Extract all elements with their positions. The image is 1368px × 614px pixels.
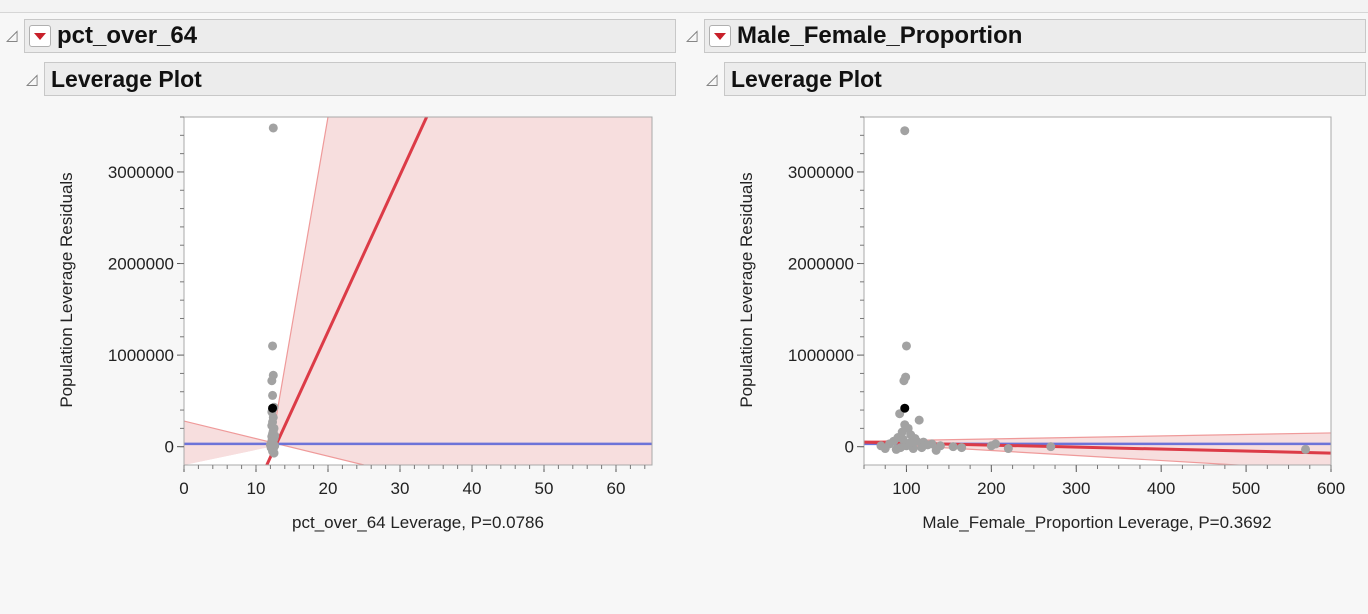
leverage-plot-header: Leverage Plot	[724, 62, 1366, 96]
data-point	[900, 126, 910, 136]
data-point	[898, 434, 908, 444]
y-axis-label: Population Leverage Residuals	[737, 172, 756, 407]
confidence-band	[184, 117, 652, 465]
disclosure-triangle-icon[interactable]: ◿	[6, 27, 18, 44]
y-tick-label: 0	[165, 438, 174, 457]
data-point	[1003, 444, 1013, 454]
panel-title: Male_Female_Proportion	[737, 22, 1023, 49]
data-point	[876, 441, 886, 451]
plot-content	[184, 117, 652, 465]
x-tick-label: 100	[892, 479, 920, 498]
confidence-curve-upper	[270, 117, 329, 447]
y-tick-label: 2000000	[788, 255, 854, 274]
data-point	[931, 445, 941, 455]
data-point	[270, 431, 280, 441]
x-axis-label: pct_over_64 Leverage, P=0.0786	[292, 513, 544, 532]
fit-line	[265, 117, 429, 465]
data-point	[914, 415, 924, 425]
data-point	[265, 440, 275, 450]
data-point	[991, 439, 1001, 449]
y-tick-label: 3000000	[108, 163, 174, 182]
data-point	[1046, 442, 1056, 452]
x-tick-label: 30	[391, 479, 410, 498]
x-tick-label: 500	[1232, 479, 1260, 498]
x-tick-label: 50	[535, 479, 554, 498]
data-point	[899, 376, 909, 386]
x-tick-label: 600	[1317, 479, 1345, 498]
plot-frame	[183, 116, 653, 466]
plot-content	[864, 126, 1331, 465]
y-tick-label: 3000000	[788, 163, 854, 182]
y-tick-label: 1000000	[108, 346, 174, 365]
data-point	[1301, 444, 1311, 454]
x-tick-label: 20	[319, 479, 338, 498]
data-point	[917, 443, 927, 453]
data-point	[268, 123, 278, 133]
data-point	[268, 390, 278, 400]
data-point	[912, 436, 922, 446]
disclosure-triangle-icon[interactable]: ◿	[26, 71, 38, 88]
x-tick-label: 60	[607, 479, 626, 498]
y-tick-label: 1000000	[788, 346, 854, 365]
x-tick-label: 200	[977, 479, 1005, 498]
plot-area	[864, 117, 1331, 465]
y-tick-label: 2000000	[108, 255, 174, 274]
highlighted-point	[900, 403, 910, 413]
disclosure-triangle-icon[interactable]: ◿	[706, 71, 718, 88]
leverage-plot-header: Leverage Plot	[44, 62, 676, 96]
data-point	[948, 442, 958, 452]
subpanel-title: Leverage Plot	[51, 65, 202, 92]
highlighted-point	[268, 403, 278, 413]
red-triangle-menu-icon[interactable]	[709, 25, 731, 47]
x-tick-label: 300	[1062, 479, 1090, 498]
x-tick-label: 0	[179, 479, 188, 498]
data-point	[901, 341, 911, 351]
red-triangle-menu-icon[interactable]	[29, 25, 51, 47]
data-point	[269, 448, 279, 458]
data-point	[268, 341, 278, 351]
y-axis-label: Population Leverage Residuals	[57, 172, 76, 407]
data-point	[957, 443, 967, 453]
x-tick-label: 10	[247, 479, 266, 498]
data-point	[267, 376, 277, 386]
x-tick-label: 40	[463, 479, 482, 498]
y-tick-label: 0	[845, 438, 854, 457]
panel-header: pct_over_64	[24, 19, 676, 53]
subpanel-title: Leverage Plot	[731, 65, 882, 92]
data-point	[927, 439, 937, 449]
confidence-curve-upper	[864, 432, 1331, 442]
x-axis-label: Male_Female_Proportion Leverage, P=0.369…	[922, 513, 1271, 532]
disclosure-triangle-icon[interactable]: ◿	[686, 27, 698, 44]
panel-title: pct_over_64	[57, 22, 198, 49]
data-point	[891, 444, 901, 454]
x-tick-label: 400	[1147, 479, 1175, 498]
top-toolbar-strip	[0, 0, 1368, 13]
data-point	[905, 438, 915, 448]
panel-header: Male_Female_Proportion	[704, 19, 1366, 53]
